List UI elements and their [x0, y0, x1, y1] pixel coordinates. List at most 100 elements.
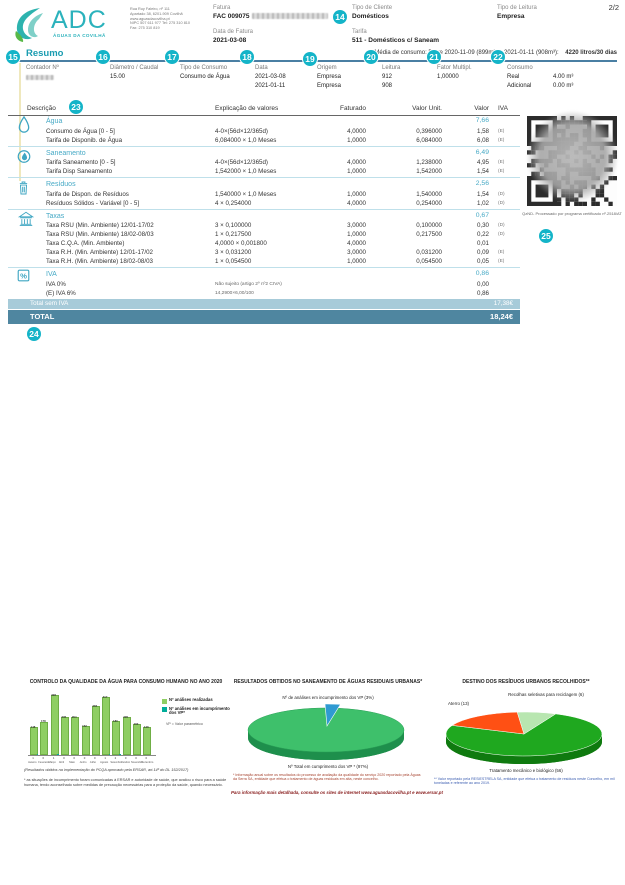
- month-label: Abril: [58, 760, 65, 764]
- invoice-section-água: Água 7,66 Consumo de Água [0 - 5] 4-0×(56d×…: [8, 115, 520, 146]
- row-value: 1,54: [476, 168, 489, 175]
- invoice-table-header: Descrição Explicação de valores Faturado…: [8, 103, 520, 116]
- reading-type-value: Empresa: [497, 13, 525, 20]
- date-value-2: 2021-01-11: [255, 83, 286, 89]
- invoice-row: Taxa C.Q.A. (Min. Ambiente) 4,0000 × 0,00…: [8, 239, 520, 248]
- section-header-row: Resíduos 2,56: [8, 179, 520, 195]
- date-label: Data: [255, 65, 268, 71]
- row-vat-code: (D): [498, 223, 505, 228]
- address-line: www.aguasdacovilha.pt: [130, 16, 170, 21]
- row-value: 6,08: [476, 136, 489, 144]
- row-description: Taxa RSU (Min. Ambiente) 12/01-17/02: [46, 222, 154, 229]
- section-name: Resíduos: [46, 181, 76, 188]
- bar-footnote-1: (Resultados obtidos na implementação do …: [24, 768, 189, 772]
- watermark-blur-circle: [526, 110, 619, 203]
- row-description: Tarifa de Dispon. de Resíduos: [46, 190, 129, 198]
- invoice-row: (E) IVA 6% 14,2900×6,00/100 0,86: [8, 289, 520, 298]
- row-description: Taxa R.H. (Min. Ambiente) 12/01-17/02: [46, 249, 153, 256]
- row-description: Consumo de Água [0 - 5]: [46, 127, 115, 135]
- row-vat-code: (E): [498, 137, 505, 143]
- sanitation-pie-chart: RESULTADOS OBTIDOS NO SANEAMENTO DE ÁGUA…: [231, 679, 425, 781]
- bar-footnote-2: * as situações de incumprimento foram co…: [24, 778, 227, 787]
- row-unit-value: 1,540000: [416, 190, 442, 198]
- row-unit-value: 1,238000: [416, 159, 442, 166]
- bar-value-label: 163: [133, 721, 139, 726]
- row-value: 0,09: [476, 249, 489, 256]
- adc-logo-leaf-icon: [15, 8, 43, 42]
- bar2-value-label: 0: [42, 756, 45, 760]
- water-quality-chart-title: CONTROLO DA QUALIDADE DA ÁGUA PARA CONSU…: [29, 679, 223, 685]
- section-header-row: Saneamento 6,49: [8, 148, 520, 163]
- brand-name: ADC: [51, 6, 107, 34]
- row-explanation: Não sujeito (artigo 2º nº2 CIVA): [215, 281, 282, 287]
- row-billed-qty: 3,0000: [347, 249, 366, 256]
- row-explanation: 3 × 0,100000: [215, 222, 252, 229]
- section-total: 0,86: [475, 270, 489, 277]
- row-explanation: 4 × 0,254000: [215, 199, 252, 207]
- invoice-row: IVA 0% Não sujeito (artigo 2º nº2 CIVA) 0,…: [8, 280, 520, 289]
- row-vat-code: (E): [498, 128, 505, 134]
- sanitation-incumprimento-label: Nº de análises em incumprimento dos VP (…: [282, 695, 374, 700]
- bar-Abril: [60, 717, 69, 755]
- bar-value-label: 317: [102, 694, 108, 699]
- section-name: Saneamento: [46, 149, 86, 157]
- annotation-badge-25: 25: [539, 229, 553, 243]
- bar-value-label: 265: [92, 703, 98, 708]
- origin-value-1: Empresa: [317, 74, 342, 80]
- invoice-row: Consumo de Água [0 - 5] 4-0×(56d×12/365d)…: [8, 127, 520, 136]
- sanitation-footnote: * Informação anual sobre os resultados d…: [233, 773, 421, 782]
- annotation-badge-14: 14: [333, 10, 347, 24]
- row-description: Taxa RSU (Min. Ambiente) 18/02-08/03: [46, 231, 154, 238]
- client-type-value: Domésticos: [352, 13, 389, 20]
- bar-Fevereiro: [40, 721, 49, 755]
- month-label: Junho: [79, 760, 87, 764]
- vat-icon: %: [17, 269, 33, 287]
- reading-label: Leitura: [382, 65, 401, 71]
- row-explanation: 14,2900×6,00/100: [215, 290, 254, 296]
- row-billed-qty: 1,0000: [347, 231, 366, 238]
- average-consumption-text: Média de consumo: Entre 2020-11-09 (899m…: [374, 50, 559, 56]
- bar-value-label: 178: [40, 719, 46, 724]
- bar-Junho: [81, 726, 90, 755]
- legend-label: Nº análises em incumprimento dos VP*: [169, 705, 230, 716]
- row-explanation: 4-0×(56d×12/365d): [215, 159, 268, 166]
- bar-chart-legend: Nº análises realizadas Nº análises em inc…: [162, 697, 230, 719]
- row-billed-qty: 4,0000: [347, 159, 366, 166]
- section-name: IVA: [46, 271, 57, 278]
- bar2-value-label: 0: [83, 756, 86, 760]
- annotation-badge-16: 16: [96, 50, 110, 64]
- address-line: Apartado 38, 6201-909 Covilhã: [130, 11, 183, 16]
- waste-tratamento-label: Tratamento mecânico e biológico (56): [489, 768, 563, 773]
- origin-value-2: Empresa: [317, 83, 342, 89]
- row-vat-code: (D): [498, 200, 505, 206]
- sanitation-icon: [17, 148, 33, 166]
- row-value: 1,02: [476, 199, 489, 207]
- address-line: Fax: 275 310 819: [130, 26, 160, 31]
- invoice-row: Resíduos Sólidos - Variável [0 - 5] 4 × 0…: [8, 199, 520, 208]
- waste-reciclagem-label: Recolhas seletivas para reciclagem (6): [508, 692, 584, 697]
- row-value: 0,05: [476, 258, 489, 265]
- row-value: 4,95: [476, 159, 489, 166]
- row-value: 0,30: [476, 222, 489, 229]
- bar-value-label: 146: [143, 724, 149, 729]
- row-unit-value: 0,031200: [416, 249, 442, 256]
- row-explanation: 3 × 0,031200: [215, 249, 252, 256]
- summary-title: Resumo: [26, 48, 64, 59]
- row-description: Taxa C.Q.A. (Min. Ambiente): [46, 240, 125, 247]
- section-total: 2,56: [475, 180, 489, 187]
- row-description: Resíduos Sólidos - Variável [0 - 5]: [46, 199, 140, 207]
- month-label: Janeiro: [28, 760, 37, 764]
- section-total: 7,66: [475, 117, 489, 124]
- row-value: 1,58: [476, 127, 489, 135]
- row-value: 0,01: [476, 240, 489, 247]
- subtotal-label: Total sem IVA: [30, 299, 69, 307]
- row-description: (E) IVA 6%: [46, 289, 76, 297]
- bar2-Setembro: [118, 754, 121, 755]
- consumption-label: Consumo: [507, 65, 533, 71]
- row-explanation: 4-0×(56d×12/365d): [215, 127, 268, 135]
- section-total: 0,67: [475, 211, 489, 219]
- row-value: 0,00: [476, 280, 489, 288]
- consumption-type-label: Tipo de Consumo: [180, 65, 228, 71]
- legend-swatch: [162, 707, 167, 712]
- col-iva: IVA: [498, 105, 508, 112]
